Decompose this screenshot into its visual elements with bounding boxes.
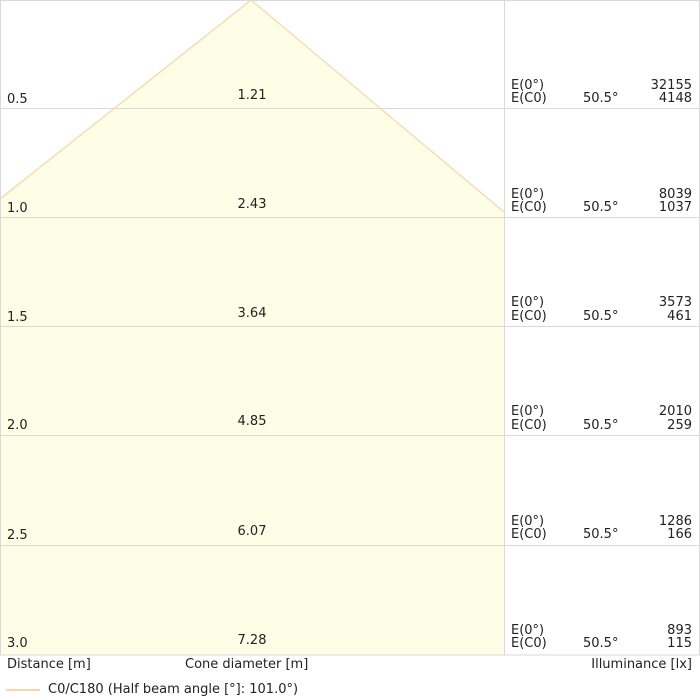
cone-diameter-value: 6.07 xyxy=(237,524,267,539)
distance-axis-label: Distance [m] xyxy=(7,657,91,672)
illuminance-center-value: 1286 xyxy=(658,514,692,529)
illuminance-center-label: E(0°) xyxy=(511,295,545,310)
illuminance-center-label: E(0°) xyxy=(511,514,545,529)
illuminance-c0-value: 166 xyxy=(667,527,692,542)
illuminance-c0-value: 259 xyxy=(667,418,692,433)
distance-value: 0.5 xyxy=(7,92,28,107)
illuminance-center-value: 8039 xyxy=(658,187,692,202)
illuminance-c0-label: E(C0) xyxy=(511,200,547,215)
illuminance-center-value: 893 xyxy=(667,623,692,638)
cone-diameter-value: 1.21 xyxy=(237,88,267,103)
distance-value: 2.0 xyxy=(7,418,28,433)
distance-value: 2.5 xyxy=(7,528,28,543)
beam-cone-outline xyxy=(0,0,505,213)
beam-cone-fill xyxy=(0,0,504,655)
distance-value: 1.5 xyxy=(7,310,28,325)
half-angle-value: 50.5° xyxy=(583,527,619,542)
illuminance-center-value: 32155 xyxy=(650,78,692,93)
cone-diameter-axis-label: Cone diameter [m] xyxy=(185,657,309,672)
half-angle-value: 50.5° xyxy=(583,200,619,215)
illuminance-c0-value: 461 xyxy=(667,309,692,324)
distance-value: 3.0 xyxy=(7,636,28,651)
illuminance-center-label: E(0°) xyxy=(511,187,545,202)
legend: C0/C180 (Half beam angle [°]: 101.0°) xyxy=(0,681,700,697)
half-angle-value: 50.5° xyxy=(583,418,619,433)
cone-diameter-value: 3.64 xyxy=(237,306,267,321)
half-angle-value: 50.5° xyxy=(583,91,619,106)
illuminance-center-label: E(0°) xyxy=(511,623,545,638)
illuminance-center-label: E(0°) xyxy=(511,78,545,93)
legend-line-swatch xyxy=(6,689,40,691)
illuminance-c0-label: E(C0) xyxy=(511,418,547,433)
distance-value: 1.0 xyxy=(7,201,28,216)
half-angle-value: 50.5° xyxy=(583,309,619,324)
illuminance-c0-label: E(C0) xyxy=(511,91,547,106)
cone-diameter-value: 7.28 xyxy=(237,633,267,648)
illuminance-c0-label: E(C0) xyxy=(511,309,547,324)
illuminance-center-value: 2010 xyxy=(658,404,692,419)
illuminance-c0-value: 115 xyxy=(667,636,692,651)
cone-diameter-value: 2.43 xyxy=(237,197,267,212)
illuminance-axis-label: Illuminance [lx] xyxy=(591,657,692,672)
cone-diameter-value: 4.85 xyxy=(237,414,267,429)
illuminance-c0-value: 1037 xyxy=(658,200,692,215)
illuminance-c0-value: 4148 xyxy=(658,91,692,106)
illuminance-center-label: E(0°) xyxy=(511,404,545,419)
illuminance-center-value: 3573 xyxy=(658,295,692,310)
half-angle-value: 50.5° xyxy=(583,636,619,651)
illuminance-c0-label: E(C0) xyxy=(511,527,547,542)
legend-label: C0/C180 (Half beam angle [°]: 101.0°) xyxy=(48,682,299,697)
illuminance-c0-label: E(C0) xyxy=(511,636,547,651)
